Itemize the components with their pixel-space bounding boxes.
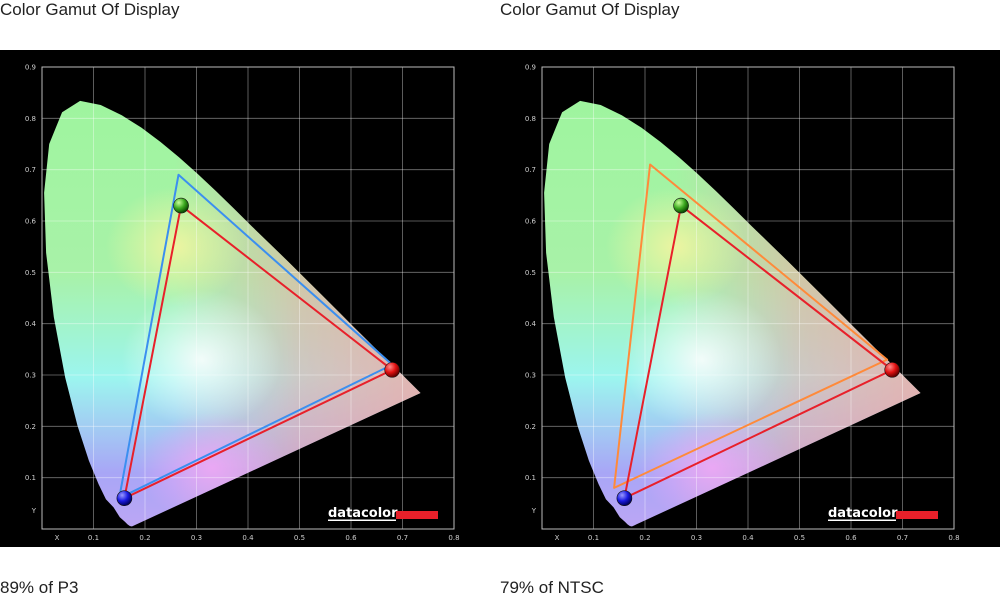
gamut-chart: 0.1 0.2 0.3 0.4 0.5 0.6 0.7 0.8 0.1 0.2 0.3 0.4 0.5 0… [500, 50, 1000, 547]
x-tick-label: 0.1 [88, 534, 99, 542]
x-tick-label: 0.7 [897, 534, 908, 542]
y-tick-label: 0.9 [525, 64, 536, 72]
x-tick-label: 0.8 [448, 534, 459, 542]
y-tick-label: 0.5 [525, 269, 536, 277]
x-tick-label: 0.1 [588, 534, 599, 542]
green-primary-marker [673, 197, 689, 214]
gamut-triangle [623, 204, 894, 500]
x-tick-label: 0.2 [139, 534, 150, 542]
y-tick-label: 0.3 [525, 372, 536, 380]
logo-text: datacolor [828, 506, 898, 521]
y-tick-label: 0.4 [525, 320, 537, 328]
x-tick-label: 0.6 [845, 534, 857, 542]
logo-text: datacolor [328, 506, 398, 521]
x-tick-label: 0.4 [742, 534, 754, 542]
x-axis-label: X [555, 534, 560, 542]
x-tick-label: 0.6 [345, 534, 357, 542]
y-axis-label: Y [31, 507, 37, 515]
chart-caption: 89% of P3 [0, 578, 79, 597]
plot-frame [41, 66, 455, 530]
y-tick-label: 0.2 [525, 423, 536, 431]
x-tick-label: 0.7 [397, 534, 408, 542]
y-tick-label: 0.1 [25, 474, 36, 482]
x-axis-label: X [55, 534, 60, 542]
datacolor-logo: datacolor [828, 506, 938, 521]
gamut-chart: 0.1 0.2 0.3 0.4 0.5 0.6 0.7 0.8 0.1 0.2 0.3 0.4 0.5 0… [0, 50, 500, 547]
blue-primary-marker [116, 490, 133, 507]
chart-title: Color Gamut Of Display [500, 0, 680, 19]
x-tick-label: 0.8 [948, 534, 959, 542]
y-tick-label: 0.4 [25, 320, 37, 328]
datacolor-logo: datacolor [328, 506, 438, 521]
y-tick-label: 0.3 [25, 372, 36, 380]
y-tick-label: 0.7 [525, 166, 536, 174]
x-tick-label: 0.5 [294, 534, 305, 542]
gamut-triangle [118, 173, 394, 500]
x-tick-label: 0.5 [794, 534, 805, 542]
y-tick-label: 0.2 [25, 423, 36, 431]
plot-frame [541, 66, 955, 530]
y-tick-label: 0.1 [525, 474, 536, 482]
grid [542, 67, 954, 529]
gamut-triangle [123, 204, 394, 500]
y-tick-label: 0.7 [25, 166, 36, 174]
y-axis-label: Y [531, 507, 537, 515]
x-tick-label: 0.2 [639, 534, 650, 542]
y-tick-label: 0.5 [25, 269, 36, 277]
red-primary-marker [384, 362, 401, 378]
blue-primary-marker [616, 490, 633, 507]
y-tick-label: 0.9 [25, 64, 36, 72]
gamut-triangle [613, 163, 889, 489]
y-tick-label: 0.6 [525, 218, 537, 226]
y-tick-label: 0.6 [25, 218, 37, 226]
chart-title: Color Gamut Of Display [0, 0, 180, 19]
red-primary-marker [884, 362, 901, 378]
gamut-panel-ntsc: Color Gamut Of Display 0.1 0.2 0.3 0.4 0.5 0.… [500, 0, 1000, 597]
green-primary-marker [173, 197, 189, 214]
x-tick-label: 0.3 [191, 534, 202, 542]
chart-caption: 79% of NTSC [500, 578, 604, 597]
y-tick-label: 0.8 [25, 115, 36, 123]
grid [42, 67, 454, 529]
x-tick-label: 0.3 [691, 534, 702, 542]
x-tick-label: 0.4 [242, 534, 254, 542]
gamut-panel-p3: Color Gamut Of Display 0.1 0.2 0.3 0.4 0.5 0.… [0, 0, 500, 597]
y-tick-label: 0.8 [525, 115, 536, 123]
